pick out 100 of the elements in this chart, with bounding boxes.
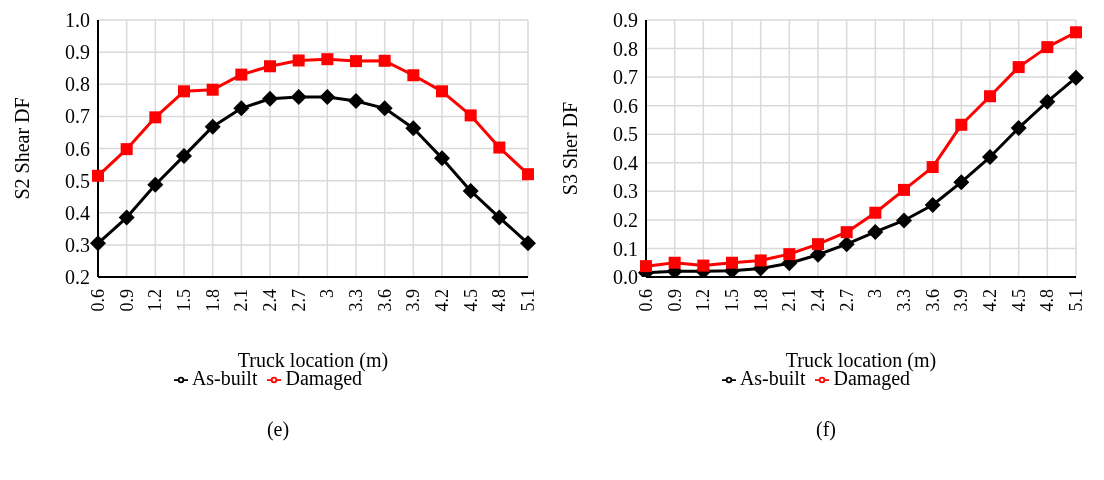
y-tick-label: 0.6 (613, 94, 638, 117)
x-tick-label: 2.1 (231, 289, 252, 312)
y-tick-label: 0.5 (613, 123, 638, 146)
point (120, 143, 133, 156)
point (754, 254, 767, 267)
point (235, 68, 248, 81)
point (178, 85, 190, 98)
y-tick-label: 0.0 (613, 266, 638, 289)
point (896, 212, 912, 229)
point (869, 206, 882, 219)
x-tick-label: 3.3 (894, 289, 914, 312)
point (290, 89, 307, 106)
x-tick-label: 1.8 (202, 289, 223, 312)
x-tick-label: 4.5 (1008, 289, 1029, 312)
x-tick-label: 1.5 (174, 289, 194, 312)
y-tick-label: 0.9 (65, 41, 90, 64)
y-tick-label: 0.8 (613, 37, 638, 60)
y-tick-label: 1.0 (65, 9, 90, 32)
x-tick-label: 3 (865, 289, 886, 298)
x-tick-label: 4.8 (489, 289, 510, 312)
point (350, 55, 362, 68)
point (984, 90, 996, 103)
x-tick-label: 3.3 (346, 289, 366, 312)
point (953, 174, 970, 191)
point (464, 109, 477, 122)
x-tick-label: 4.5 (460, 289, 481, 312)
x-tick-label: 3 (317, 289, 338, 298)
point (1010, 119, 1027, 136)
point (491, 209, 508, 226)
point (783, 248, 796, 261)
y-tick-label: 0.3 (613, 180, 638, 203)
point (924, 197, 941, 214)
x-tick-label: 0.6 (88, 289, 108, 312)
y-tick-label: 0.2 (65, 266, 90, 289)
x-tick-label: 3.6 (374, 289, 395, 312)
point (493, 141, 506, 154)
x-tick-label: 3.9 (403, 289, 424, 312)
x-tick-label: 2.7 (288, 289, 309, 312)
point (262, 90, 278, 107)
x-tick-label: 5.1 (518, 289, 538, 312)
point (697, 259, 710, 272)
y-tick-label: 0.8 (65, 73, 90, 96)
point (206, 83, 219, 96)
point (292, 54, 305, 67)
point (520, 235, 536, 252)
y-tick-label: 0.6 (65, 137, 90, 160)
point (147, 176, 164, 193)
point (1041, 41, 1054, 54)
x-tick-label: 1.2 (145, 289, 166, 312)
x-tick-label: 2.4 (808, 289, 828, 312)
x-tick-label: 1.8 (750, 289, 771, 312)
y-tick-label: 0.7 (65, 105, 90, 128)
point (321, 53, 334, 66)
y-tick-label: 0.3 (65, 233, 90, 256)
x-tick-label: 2.4 (260, 289, 280, 312)
x-tick-label: 4.8 (1037, 289, 1058, 312)
point (405, 120, 422, 137)
x-tick-label: 1.5 (722, 289, 742, 312)
x-tick-label: 4.2 (980, 289, 1000, 312)
point (898, 183, 910, 196)
point (1012, 61, 1025, 74)
text: (e) (265, 418, 291, 441)
point (92, 169, 104, 182)
point (840, 226, 853, 239)
point (462, 182, 479, 199)
point (118, 209, 135, 226)
point (982, 149, 998, 166)
point (264, 60, 276, 73)
point (726, 256, 738, 269)
x-tick-label: 0.6 (636, 289, 656, 312)
point (407, 69, 420, 82)
point (348, 92, 364, 109)
y-tick-label: 0.1 (613, 237, 638, 260)
y-tick-label: 0.5 (65, 169, 90, 192)
point (319, 89, 336, 106)
text: (f) (815, 418, 837, 441)
y-tick-label: 0.4 (613, 151, 638, 174)
y-axis-title: S2 Shear DF (11, 97, 34, 200)
point (378, 54, 391, 67)
y-tick-label: 0.9 (613, 9, 638, 32)
point (1068, 69, 1084, 86)
point (233, 100, 250, 117)
x-tick-label: 0.9 (664, 289, 685, 312)
point (376, 100, 393, 117)
point (838, 236, 855, 253)
point (436, 85, 448, 98)
x-tick-label: 2.1 (779, 289, 800, 312)
x-tick-label: 4.2 (432, 289, 452, 312)
point (434, 150, 450, 167)
point (668, 256, 681, 269)
x-tick-label: 2.7 (836, 289, 857, 312)
x-tick-label: 5.1 (1066, 289, 1086, 312)
point (926, 161, 939, 174)
point (204, 118, 221, 135)
point (1070, 26, 1082, 39)
x-tick-label: 3.9 (951, 289, 972, 312)
point (640, 260, 652, 273)
point (149, 111, 162, 124)
x-tick-label: 0.9 (116, 289, 137, 312)
x-tick-label: 3.6 (922, 289, 943, 312)
